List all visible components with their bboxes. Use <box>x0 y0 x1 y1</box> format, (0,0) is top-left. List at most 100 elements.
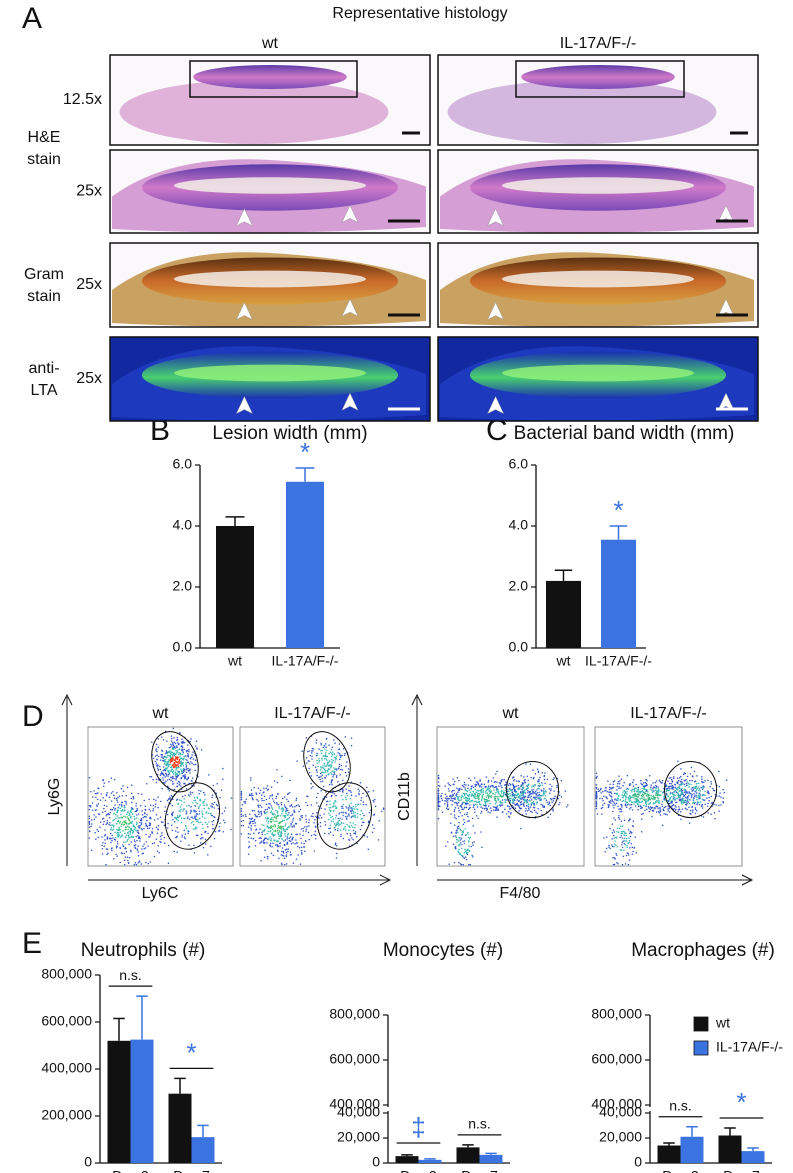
event-dot <box>158 852 160 854</box>
event-dot <box>171 760 173 762</box>
event-dot <box>348 829 350 831</box>
event-dot <box>487 787 489 789</box>
event-dot <box>334 793 336 795</box>
event-dot <box>475 796 477 798</box>
event-dot <box>450 823 452 825</box>
event-dot <box>682 808 684 810</box>
event-dot <box>501 787 503 789</box>
event-dot <box>172 812 174 814</box>
histology-image <box>438 337 758 421</box>
event-dot <box>156 754 158 756</box>
event-dot <box>629 847 631 849</box>
event-dot <box>691 797 693 799</box>
bar <box>719 1136 742 1164</box>
event-dot <box>141 824 143 826</box>
panel-letter: A <box>22 2 42 35</box>
event-dot <box>263 841 265 843</box>
event-dot <box>499 801 501 803</box>
event-dot <box>353 806 355 808</box>
event-dot <box>609 848 611 850</box>
event-dot <box>336 756 338 758</box>
event-dot <box>624 820 626 822</box>
event-dot <box>325 775 327 777</box>
event-dot <box>450 813 452 815</box>
event-dot <box>282 807 284 809</box>
event-dot <box>126 851 128 853</box>
event-dot <box>456 836 458 838</box>
event-dot <box>177 820 179 822</box>
event-dot <box>509 789 511 791</box>
event-dot <box>356 836 358 838</box>
event-dot <box>518 801 520 803</box>
event-dot <box>304 850 306 852</box>
event-dot <box>265 837 267 839</box>
event-dot <box>214 802 216 804</box>
event-dot <box>284 796 286 798</box>
event-dot <box>328 813 330 815</box>
event-dot <box>454 793 456 795</box>
event-dot <box>497 799 499 801</box>
event-dot <box>211 821 213 823</box>
event-dot <box>188 805 190 807</box>
event-dot <box>342 790 344 792</box>
event-dot <box>488 780 490 782</box>
event-dot <box>467 816 469 818</box>
event-dot <box>173 745 175 747</box>
event-dot <box>273 830 275 832</box>
event-dot <box>173 753 175 755</box>
event-dot <box>208 813 210 815</box>
event-dot <box>136 864 138 866</box>
event-dot <box>141 863 143 865</box>
event-dot <box>266 799 268 801</box>
event-dot <box>355 795 357 797</box>
event-dot <box>719 786 721 788</box>
event-dot <box>160 769 162 771</box>
event-dot <box>476 781 478 783</box>
event-dot <box>456 841 458 843</box>
event-dot <box>659 781 661 783</box>
event-dot <box>178 743 180 745</box>
event-dot <box>679 796 681 798</box>
event-dot <box>561 796 563 798</box>
event-dot <box>670 792 672 794</box>
event-dot <box>305 815 307 817</box>
event-dot <box>487 811 489 813</box>
event-dot <box>363 815 365 817</box>
event-dot <box>472 818 474 820</box>
event-dot <box>160 839 162 841</box>
event-dot <box>326 797 328 799</box>
event-dot <box>128 862 130 864</box>
event-dot <box>205 822 207 824</box>
event-dot <box>180 762 182 764</box>
event-dot <box>701 795 703 797</box>
event-dot <box>143 828 145 830</box>
event-dot <box>345 736 347 738</box>
event-dot <box>167 814 169 816</box>
event-dot <box>683 772 685 774</box>
event-dot <box>111 835 113 837</box>
event-dot <box>288 848 290 850</box>
event-dot <box>553 800 555 802</box>
event-dot <box>325 752 327 754</box>
event-dot <box>357 804 359 806</box>
event-dot <box>650 787 652 789</box>
event-dot <box>301 817 303 819</box>
event-dot <box>463 830 465 832</box>
event-dot <box>650 806 652 808</box>
event-dot <box>645 805 647 807</box>
event-dot <box>184 770 186 772</box>
event-dot <box>608 807 610 809</box>
stain-label: anti- <box>28 360 59 377</box>
event-dot <box>536 794 538 796</box>
event-dot <box>320 776 322 778</box>
event-dot <box>333 818 335 820</box>
event-dot <box>634 789 636 791</box>
event-dot <box>263 791 265 793</box>
event-dot <box>685 779 687 781</box>
event-dot <box>678 796 680 798</box>
event-dot <box>518 805 520 807</box>
event-dot <box>176 757 178 759</box>
event-dot <box>156 751 158 753</box>
event-dot <box>173 773 175 775</box>
event-dot <box>176 819 178 821</box>
